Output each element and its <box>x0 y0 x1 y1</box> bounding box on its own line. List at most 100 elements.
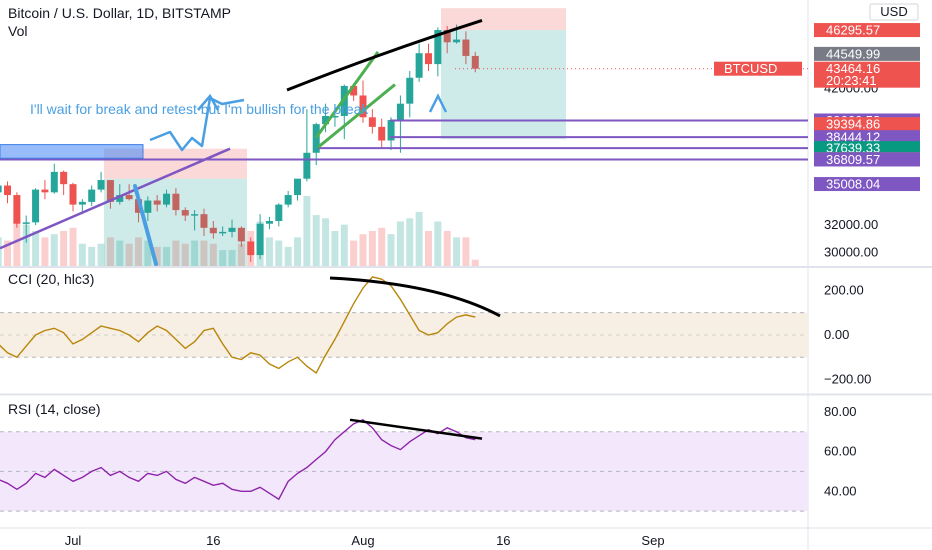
volume-bar <box>4 240 12 266</box>
time-tick-label: 16 <box>496 533 510 548</box>
price-tag-bg <box>814 46 920 61</box>
volume-bar <box>340 224 348 266</box>
volume-label: Vol <box>8 23 27 39</box>
candle-body <box>471 55 479 69</box>
candle-body <box>78 201 86 205</box>
volume-bar <box>396 221 404 266</box>
volume-bar <box>368 231 376 266</box>
rsi-tick-label: 40.00 <box>824 483 857 498</box>
candle-body <box>443 30 451 43</box>
candle-body <box>434 30 442 65</box>
volume-bar <box>350 240 358 266</box>
time-tick-label: Jul <box>65 533 82 548</box>
price-tag-label: 38444.12 <box>826 130 880 145</box>
ticker-tag-countdown: 20:23:41 <box>826 73 877 88</box>
price-tag-bg <box>814 117 920 132</box>
volume-bar <box>322 218 330 266</box>
cci-tick-label: 200.00 <box>824 282 864 297</box>
price-tag[interactable]: 46295.57 <box>814 23 920 38</box>
volume-bar <box>41 237 49 266</box>
candle-body <box>247 241 255 256</box>
price-tag[interactable]: 39394.86 <box>814 117 920 132</box>
candle-body <box>237 227 245 242</box>
arrow-head <box>197 93 220 111</box>
candle-body <box>181 210 189 216</box>
ascending-trendline <box>0 147 231 250</box>
price-tag-label: 36809.57 <box>826 152 880 167</box>
currency-button[interactable]: USD <box>869 3 919 21</box>
volume-bar <box>387 234 395 266</box>
price-tag-bg <box>814 152 920 167</box>
volume-bar <box>359 234 367 266</box>
candle-body <box>172 193 180 211</box>
volume-bar <box>116 240 124 266</box>
price-tag-label: 35008.04 <box>826 177 880 192</box>
volume-bar <box>453 237 461 266</box>
candle-body <box>22 222 30 224</box>
price-tag[interactable]: 37639.33 <box>814 141 920 156</box>
candle-body <box>60 171 68 185</box>
candle-body <box>350 85 358 96</box>
candle-body <box>256 223 264 256</box>
volume-bar <box>191 240 199 266</box>
cci-line <box>0 276 476 374</box>
candle-body <box>69 184 77 205</box>
cci-tick-label: −200.00 <box>824 372 871 387</box>
volume-bar <box>424 231 432 266</box>
cci-label: CCI (20, hlc3) <box>8 271 94 287</box>
price-tag-bg <box>814 130 920 145</box>
candle-body <box>303 152 311 179</box>
volume-bar <box>144 240 152 266</box>
cci-tick-label: 0.00 <box>824 327 849 342</box>
price-tag[interactable]: 36809.57 <box>814 152 920 167</box>
volume-bar <box>471 259 479 266</box>
rsi-line <box>0 418 476 501</box>
volume-bar <box>237 243 245 266</box>
volume-bar <box>163 246 171 266</box>
candle-body <box>453 39 461 43</box>
volume-bar <box>378 227 386 266</box>
volume-bar <box>106 237 114 266</box>
volume-bar <box>406 218 414 266</box>
down-arrow-stroke <box>133 184 158 266</box>
candle-body <box>368 117 376 127</box>
candle-body <box>312 124 320 153</box>
candle-body <box>228 227 236 232</box>
price-tag-bg <box>814 141 920 156</box>
candle-body <box>322 115 330 125</box>
candle-body <box>284 195 292 205</box>
volume-bar <box>0 237 2 266</box>
candle-body <box>125 195 133 200</box>
volume-bar <box>284 246 292 266</box>
price-tag[interactable]: 35008.04 <box>814 177 920 192</box>
candle-body <box>13 195 21 224</box>
price-tag-label: 46295.57 <box>826 23 880 38</box>
candle-body <box>331 115 339 118</box>
candle-body <box>106 180 114 202</box>
volume-bar <box>200 240 208 266</box>
candle-body <box>406 77 414 104</box>
rsi-divergence-line <box>349 418 483 440</box>
candle-body <box>378 126 386 141</box>
candle-body <box>359 95 367 118</box>
candle-body <box>144 200 152 213</box>
volume-bar <box>97 243 105 266</box>
candle-body <box>396 103 404 121</box>
candle-body <box>387 120 395 141</box>
volume-bar <box>312 215 320 266</box>
currency-label: USD <box>880 4 907 19</box>
candle-body <box>32 189 40 223</box>
candle-body <box>163 193 171 205</box>
cci-divergence-line <box>329 276 501 318</box>
volume-bar <box>172 240 180 266</box>
channel-lower-line <box>317 83 396 149</box>
price-tag[interactable]: 44549.99 <box>814 46 920 61</box>
volume-bar <box>78 243 86 266</box>
price-tick-label: 32000.00 <box>824 217 878 232</box>
volume-bar <box>134 237 142 266</box>
volume-bar <box>69 227 77 266</box>
price-tag[interactable]: 38444.12 <box>814 130 920 145</box>
